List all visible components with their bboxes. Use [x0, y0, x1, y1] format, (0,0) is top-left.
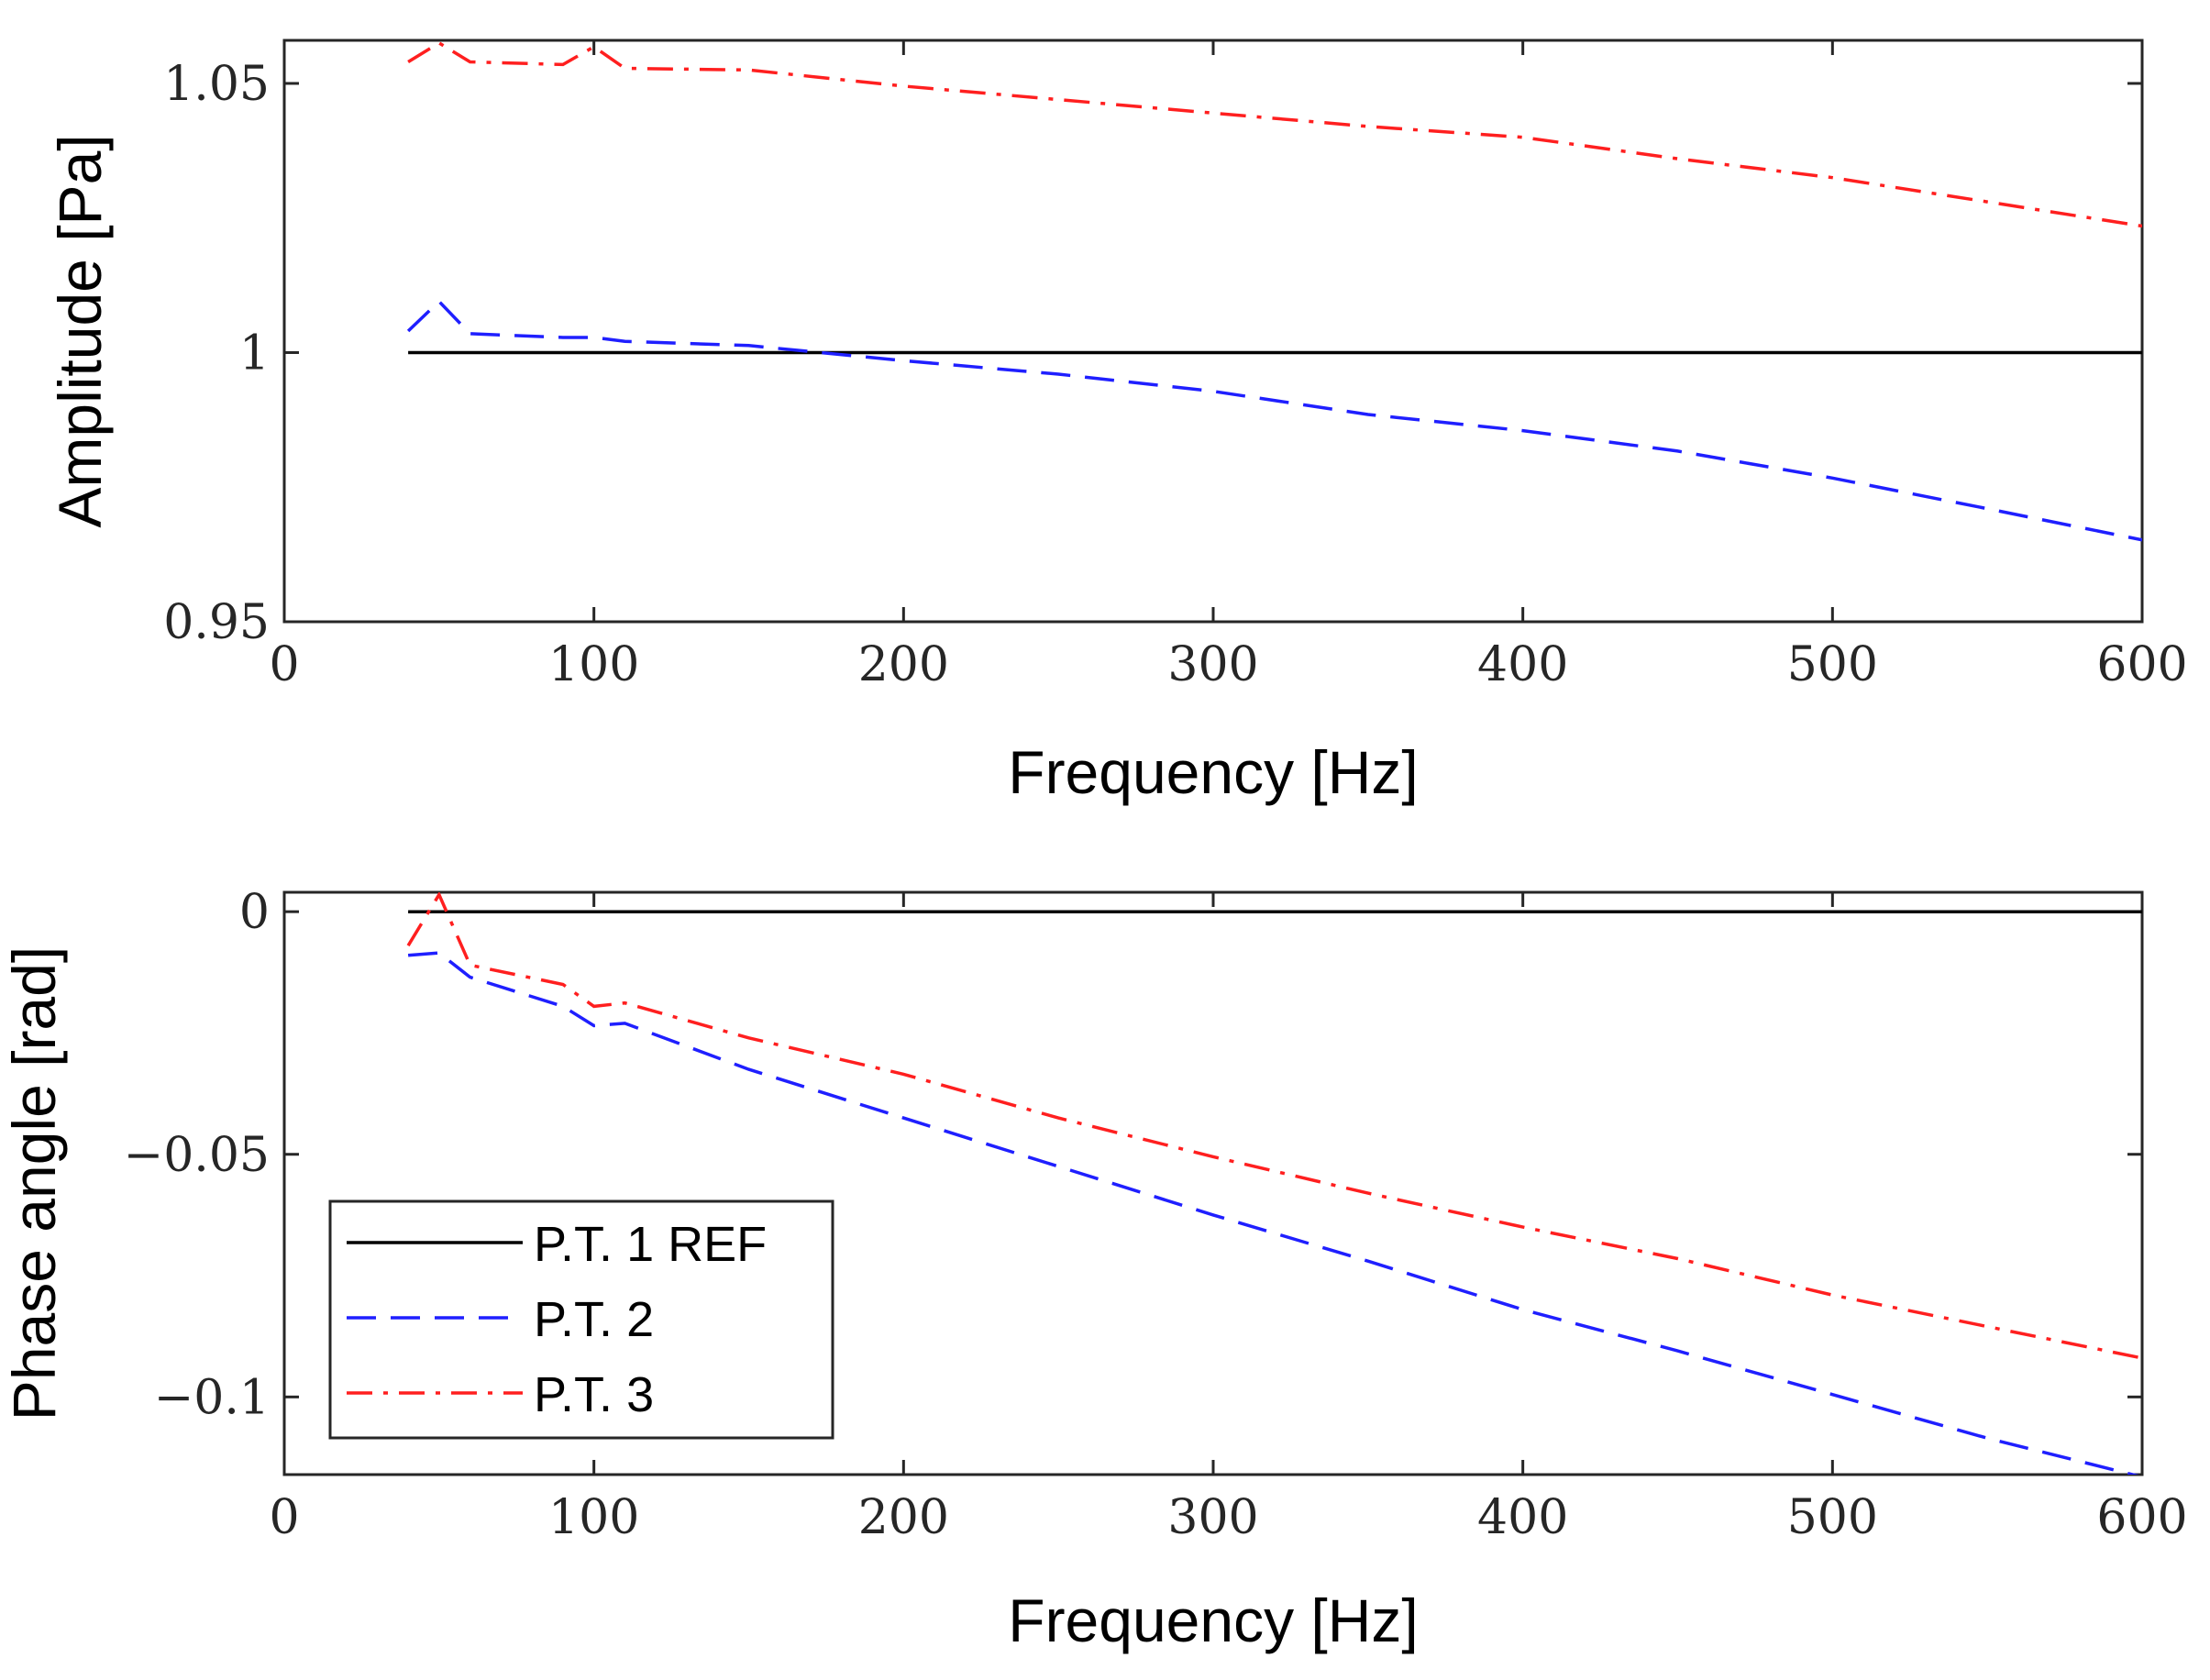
series-group: [406, 892, 2142, 1475]
x-tick-label: 0: [269, 1490, 299, 1545]
y-tick-label: 0.95: [163, 595, 270, 650]
x-tick-label: 600: [2096, 637, 2187, 692]
series-line-p-t-3: [407, 40, 2142, 228]
x-tick-label: 200: [858, 1490, 949, 1545]
y-tick-label: 1: [239, 326, 270, 381]
legend-label: P.T. 2: [534, 1292, 654, 1347]
amplitude-plot: 0 100 200 300 400 500 600 0.95 1 1.05 Frequency [H…: [46, 39, 2188, 806]
x-tick-label: 500: [1787, 637, 1878, 692]
x-tick-label: 200: [858, 637, 949, 692]
x-tick-label: 600: [2096, 1490, 2187, 1545]
x-tick-label: 500: [1787, 1490, 1878, 1545]
y-tick-label: −0.05: [124, 1128, 270, 1183]
x-axis-title: Frequency [Hz]: [1008, 1586, 1419, 1654]
series-group: [406, 40, 2142, 542]
series-line-p-t-2: [406, 299, 2142, 542]
y-axis-title: Amplitude [Pa]: [46, 134, 114, 527]
x-tick-label: 400: [1477, 1490, 1568, 1545]
y-tick-label: 0: [239, 885, 270, 940]
x-tick-label: 400: [1477, 637, 1568, 692]
legend: P.T. 1 REF P.T. 2 P.T. 3: [328, 1199, 834, 1440]
axes-frame: [282, 39, 2144, 624]
series-line-p-t-3: [406, 892, 2142, 1360]
phase-plot: 0 100 200 300 400 500 600 0 −0.05 −0.1 Frequency […: [0, 885, 2188, 1654]
legend-label: P.T. 3: [534, 1367, 654, 1422]
x-tick-label: 300: [1167, 637, 1258, 692]
legend-label: P.T. 1 REF: [534, 1217, 767, 1272]
y-axis-title: Phase angle [rad]: [0, 946, 68, 1420]
x-tick-label: 100: [548, 637, 639, 692]
series-line-p-t-2: [407, 951, 2139, 1475]
legend-box: [328, 1199, 834, 1440]
x-tick-label: 0: [269, 637, 299, 692]
x-tick-label: 100: [548, 1490, 639, 1545]
x-axis-title: Frequency [Hz]: [1008, 738, 1419, 806]
y-tick-label: −0.1: [154, 1370, 270, 1425]
y-tick-label: 1.05: [163, 57, 270, 112]
x-tick-label: 300: [1167, 1490, 1258, 1545]
